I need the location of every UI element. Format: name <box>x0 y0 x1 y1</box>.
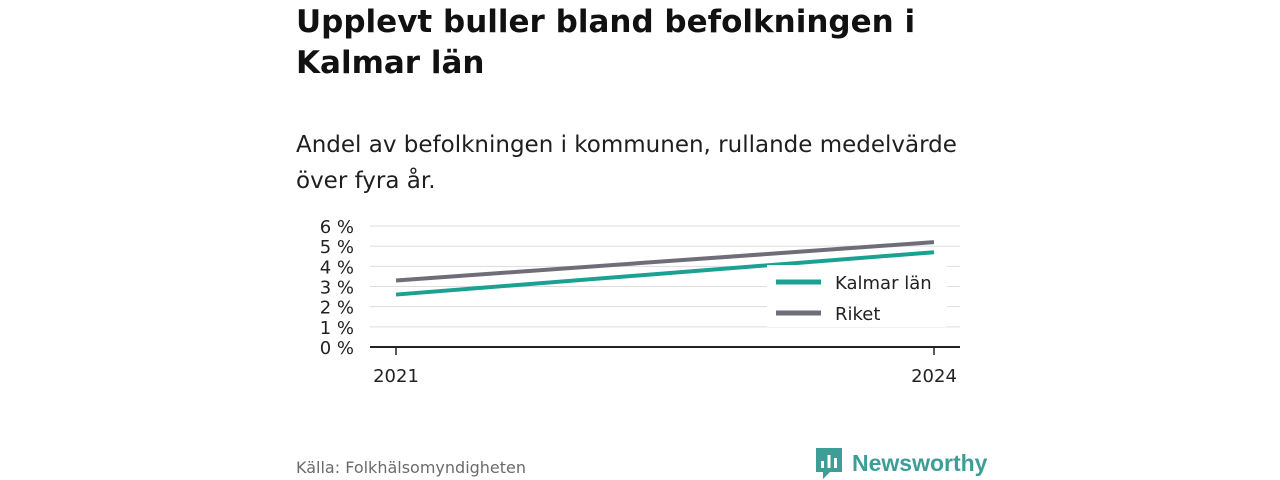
y-tick-label: 5 % <box>320 237 354 258</box>
y-tick-label: 3 % <box>320 278 354 299</box>
brand-name: Newsworthy <box>852 449 988 476</box>
chart-title: Upplevt buller bland befolkningen i Kalm… <box>296 4 916 81</box>
legend: Kalmar län Riket <box>767 265 947 327</box>
y-tick-label: 1 % <box>320 318 354 339</box>
x-tick-label: 2021 <box>373 366 419 387</box>
y-tick-label: 4 % <box>320 257 354 278</box>
legend-box <box>767 265 947 327</box>
series-line-kalmar <box>395 250 935 297</box>
legend-label: Kalmar län <box>835 273 932 294</box>
y-tick-label: 0 % <box>320 338 354 359</box>
x-tick-label: 2024 <box>911 366 957 387</box>
chart-subtitle: Andel av befolkningen i kommunen, rullan… <box>296 132 957 194</box>
y-axis-ticks: 0 %1 %2 %3 %4 %5 %6 % <box>320 217 354 359</box>
bar-chart-logo-icon <box>816 448 842 479</box>
brand-logo[interactable]: Newsworthy <box>814 446 987 480</box>
source-note: Källa: Folkhälsomyndigheten <box>296 458 527 477</box>
x-axis: 2021 2024 <box>370 346 960 387</box>
y-tick-label: 6 % <box>320 217 354 238</box>
y-tick-label: 2 % <box>320 298 354 319</box>
legend-label: Riket <box>835 304 880 325</box>
series-line-riket <box>395 240 935 283</box>
series-lines <box>395 240 935 297</box>
